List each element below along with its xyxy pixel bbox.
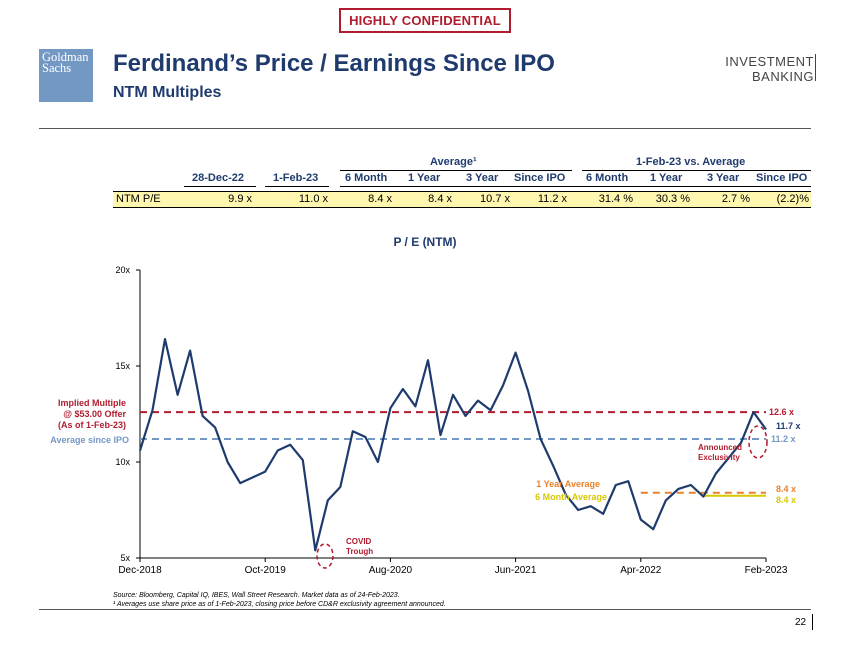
chart-axes: 5x 10x 15x 20x Dec-2018 Oct-2019 Aug-2020 Jun-2… bbox=[115, 265, 787, 576]
col-underline-3 bbox=[340, 186, 811, 187]
implied-value-label: 12.6 x bbox=[769, 407, 794, 417]
confidential-banner: HIGHLY CONFIDENTIAL bbox=[339, 8, 511, 33]
source-line-1: Source: Bloomberg, Capital IQ, IBES, Wal… bbox=[113, 592, 400, 599]
division-divider bbox=[815, 54, 816, 81]
division-line-2: BANKING bbox=[751, 69, 814, 84]
page-number: 22 bbox=[795, 617, 807, 628]
chart-labels: Implied Multiple @ $53.00 Offer (As of 1… bbox=[50, 398, 801, 569]
cell-avg-3year: 10.7 x bbox=[480, 193, 510, 205]
col-header-vs-since-ipo: Since IPO bbox=[756, 172, 808, 184]
y-tick-label: 10x bbox=[115, 457, 130, 467]
x-tick-label: Oct-2019 bbox=[245, 565, 287, 576]
col-header-vs-1year: 1 Year bbox=[650, 172, 683, 184]
reference-lines bbox=[140, 411, 766, 497]
page-title: Ferdinand’s Price / Earnings Since IPO bbox=[113, 50, 555, 77]
y-tick-label: 20x bbox=[115, 265, 130, 275]
row-label: NTM P/E bbox=[116, 193, 161, 205]
x-tick-label: Dec-2018 bbox=[118, 565, 162, 576]
covid-label-line-2: Trough bbox=[346, 547, 373, 556]
one-year-avg-label: 1 Year Average bbox=[536, 479, 600, 489]
col-header-vs-6month: 6 Month bbox=[586, 172, 629, 184]
avg-since-ipo-value-label: 11.2 x bbox=[771, 434, 796, 444]
x-tick-label: Feb-2023 bbox=[745, 565, 788, 576]
x-tick-label: Jun-2021 bbox=[495, 565, 537, 576]
division-line-1: INVESTMENT bbox=[725, 54, 814, 69]
six-month-avg-label: 6 Month Average bbox=[535, 492, 607, 502]
avg-since-ipo-label: Average since IPO bbox=[50, 435, 129, 445]
cell-vs-6month: 31.4 % bbox=[598, 193, 633, 205]
cell-avg-6month: 8.4 x bbox=[368, 193, 392, 205]
source-note: Source: Bloomberg, Capital IQ, IBES, Wal… bbox=[113, 591, 446, 609]
series-group bbox=[138, 338, 767, 552]
exclusivity-label-line-1: Announced bbox=[698, 443, 742, 452]
table-group-average: Average¹ bbox=[430, 156, 477, 168]
implied-label-line-2: @ $53.00 Offer bbox=[63, 409, 126, 419]
row-top-rule bbox=[113, 191, 811, 192]
ntm-pe-row bbox=[113, 191, 811, 207]
col-header-avg-1year: 1 Year bbox=[408, 172, 441, 184]
col-underline-2 bbox=[265, 186, 329, 187]
source-line-2: ¹ Averages use share price as of 1-Feb-2… bbox=[113, 601, 446, 608]
header-rule bbox=[39, 128, 811, 129]
footer-rule bbox=[39, 609, 811, 610]
covid-trough-marker bbox=[316, 543, 334, 569]
exclusivity-label-line-2: Exclusivity bbox=[698, 453, 740, 462]
cell-vs-3year: 2.7 % bbox=[721, 193, 750, 205]
cell-vs-1year: 30.3 % bbox=[655, 193, 690, 205]
logo-line-1: Goldman bbox=[42, 50, 89, 64]
col-header-avg-6month: 6 Month bbox=[345, 172, 388, 184]
vs-group-underline bbox=[582, 170, 811, 171]
col-header-avg-since-ipo: Since IPO bbox=[514, 172, 566, 184]
exclusivity-marker bbox=[748, 425, 768, 459]
division-label: INVESTMENT BANKING bbox=[725, 54, 814, 84]
page-number-divider bbox=[812, 614, 813, 630]
cell-28dec22: 9.9 x bbox=[228, 193, 252, 205]
pe-series-line bbox=[138, 338, 767, 552]
y-tick-label: 15x bbox=[115, 361, 130, 371]
col-header-28dec22: 28-Dec-22 bbox=[192, 172, 244, 184]
cell-1feb23: 11.0 x bbox=[298, 193, 328, 205]
implied-label-line-3: (As of 1-Feb-23) bbox=[58, 420, 126, 430]
table-group-vs-average: 1-Feb-23 vs. Average bbox=[636, 156, 746, 168]
col-underline-1 bbox=[184, 186, 256, 187]
average-group-underline bbox=[340, 170, 572, 171]
cell-avg-1year: 8.4 x bbox=[428, 193, 452, 205]
row-bottom-rule bbox=[113, 207, 811, 208]
goldman-sachs-logo: Goldman Sachs bbox=[39, 49, 93, 102]
cell-vs-since-ipo: (2.2)% bbox=[776, 193, 809, 205]
cell-avg-since-ipo: 11.2 x bbox=[537, 193, 567, 205]
page-subtitle: NTM Multiples bbox=[113, 84, 222, 101]
col-header-vs-3year: 3 Year bbox=[707, 172, 740, 184]
y-tick-label: 5x bbox=[120, 553, 130, 563]
x-tick-label: Aug-2020 bbox=[369, 565, 413, 576]
col-header-avg-3year: 3 Year bbox=[466, 172, 499, 184]
chart-title: P / E (NTM) bbox=[393, 235, 457, 249]
col-header-1feb23: 1-Feb-23 bbox=[273, 172, 319, 184]
six-month-avg-value-label: 8.4 x bbox=[776, 495, 796, 505]
logo-line-2: Sachs bbox=[42, 61, 72, 75]
last-value-label: 11.7 x bbox=[776, 421, 801, 431]
covid-label-line-1: COVID bbox=[346, 537, 372, 546]
implied-label-line-1: Implied Multiple bbox=[58, 398, 126, 408]
x-tick-label: Apr-2022 bbox=[620, 565, 662, 576]
one-year-avg-value-label: 8.4 x bbox=[776, 484, 796, 494]
